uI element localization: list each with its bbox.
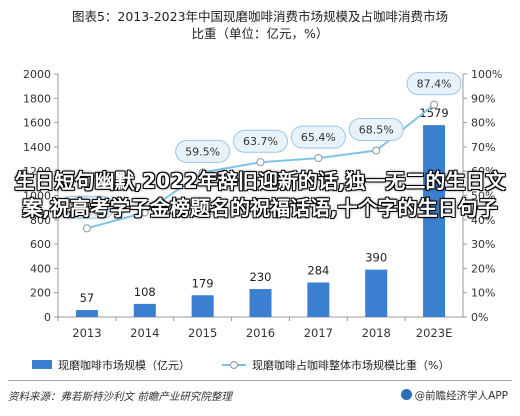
x-tick-label: 2014 — [130, 326, 159, 340]
legend-bar-label: 现磨咖啡市场规模（亿元） — [58, 358, 190, 372]
share-point — [372, 146, 381, 155]
y-left-tick-label: 2000 — [23, 68, 51, 81]
bar-2013 — [75, 310, 98, 317]
y-left-tick-label: 1600 — [23, 117, 51, 130]
share-point — [314, 153, 323, 163]
share-label: 59.5% — [185, 145, 220, 158]
bar-2016 — [249, 289, 272, 317]
bar-value-label: 179 — [192, 276, 214, 290]
share-label-bubble — [348, 118, 404, 142]
y-right-tick-label: 70% — [471, 141, 495, 154]
brand-logo-icon — [400, 389, 412, 400]
bar-value-label: 284 — [307, 263, 329, 277]
bar-value-label: 230 — [250, 270, 272, 284]
share-point — [429, 100, 439, 109]
share-point — [198, 168, 207, 177]
bar-value-label: 108 — [134, 285, 156, 299]
bar-2014 — [133, 303, 156, 317]
brand-credit: @前瞻经济学人APP — [400, 388, 508, 403]
legend-line-marker — [229, 360, 239, 370]
y-right-tick-label: 100% — [471, 68, 502, 81]
y-left-tick-label: 1800 — [23, 92, 51, 105]
x-tick-label: 2016 — [246, 326, 275, 340]
y-right-tick-label: 80% — [471, 117, 495, 130]
y-left-tick-label: 200 — [30, 287, 51, 300]
y-right-tick-label: 0% — [471, 311, 488, 324]
chart-title-line2: 比重（单位：亿元，%） — [191, 26, 329, 41]
x-tick-label: 2023E — [416, 326, 453, 340]
y-right-tick-label: 90% — [471, 92, 495, 105]
share-label-bubble — [233, 129, 288, 153]
y-left-tick-label: 600 — [30, 238, 51, 251]
legend-bar-swatch — [32, 360, 52, 369]
y-right-tick-label: 60% — [471, 165, 495, 178]
x-tick-label: 2017 — [304, 326, 333, 340]
chart-title-line1: 图表5：2013-2023年中国现磨咖啡消费市场规模及占咖啡消费市场 — [71, 9, 449, 24]
share-label-bubble — [406, 72, 462, 96]
y-right-tick-label: 20% — [471, 262, 495, 275]
share-label-bubble — [290, 125, 346, 149]
share-label-bubble — [59, 195, 115, 219]
source-note: 资料来源：弗若斯特沙利文 前瞻产业研究院整理 — [8, 391, 232, 403]
y-right-tick-label: 40% — [471, 214, 495, 227]
y-left-tick-label: 1000 — [23, 190, 51, 203]
y-right-tick-label: 50% — [471, 190, 495, 203]
bar-value-label: 57 — [80, 291, 95, 305]
y-left-tick-label: 1400 — [23, 141, 51, 154]
share-point — [140, 208, 149, 217]
bar-2023E — [423, 125, 446, 318]
y-left-tick-label: 400 — [30, 262, 51, 275]
y-left-tick-label: 800 — [30, 214, 51, 227]
y-left-tick-label: 1200 — [23, 165, 51, 178]
bar-2017 — [307, 282, 330, 317]
y-right-tick-label: 10% — [471, 287, 495, 300]
share-point — [256, 158, 265, 167]
bar-2018 — [365, 269, 388, 317]
legend-line-label: 现磨咖啡占咖啡整体市场规模比重（%） — [252, 358, 449, 372]
x-tick-label: 2013 — [72, 326, 101, 340]
footer-divider — [8, 380, 512, 381]
chart-title: 图表5：2013-2023年中国现磨咖啡消费市场规模及占咖啡消费市场 比重（单位… — [0, 8, 520, 42]
share-label: 63.7% — [243, 135, 278, 148]
share-label: 68.5% — [359, 124, 394, 137]
share-label-bubble — [175, 139, 231, 163]
share-label: 87.4% — [417, 78, 452, 91]
bar-2015 — [191, 295, 214, 317]
x-tick-label: 2018 — [362, 326, 391, 340]
bar-value-label: 390 — [365, 251, 387, 265]
share-point — [82, 224, 92, 233]
share-label: 65.4% — [301, 131, 336, 144]
overlay-banner-text: 生日短句幽默,2022年辞旧迎新的话,独一无二的生日文案,祝高考学子金榜题名的祝… — [14, 169, 506, 220]
y-right-tick-label: 30% — [471, 238, 495, 251]
x-tick-label: 2015 — [188, 326, 217, 340]
brand-label: @前瞻经济学人APP — [414, 390, 508, 402]
share-label: 36.5% — [69, 201, 104, 214]
y-left-tick-label: 0 — [44, 311, 51, 324]
